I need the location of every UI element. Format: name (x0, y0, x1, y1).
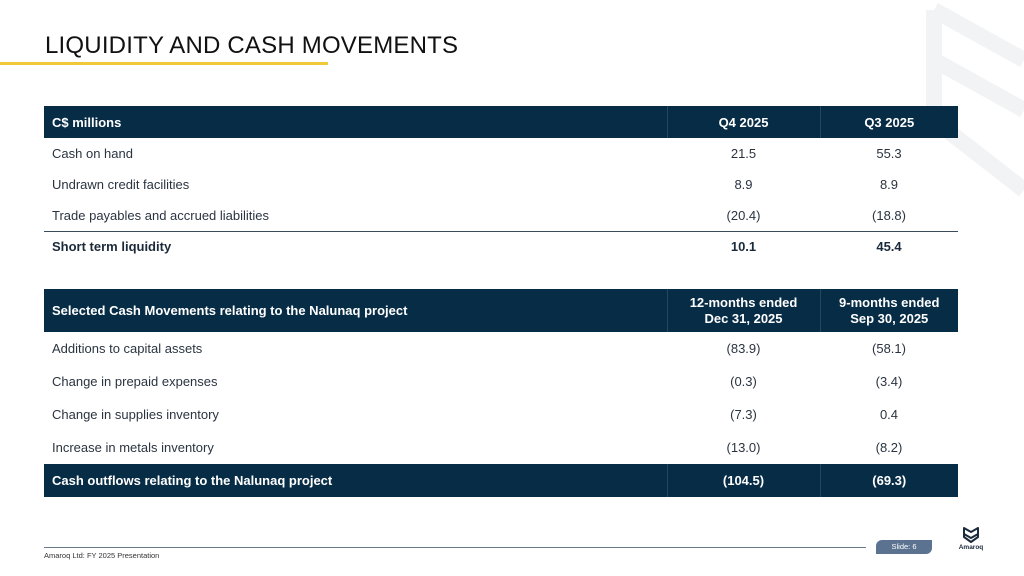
table-row: Cash on hand 21.5 55.3 (44, 138, 958, 169)
header-cash-movements: Selected Cash Movements relating to the … (44, 289, 667, 332)
row-value-q4: (20.4) (726, 207, 761, 223)
row-value-9m: (58.1) (872, 341, 906, 356)
header-12-months-line2: Dec 31, 2025 (704, 310, 783, 326)
table-header-row: C$ millions Q4 2025 Q3 2025 (44, 106, 958, 138)
row-value-9m: (8.2) (875, 440, 903, 455)
table-header-row: Selected Cash Movements relating to the … (44, 289, 958, 332)
company-logo: Amaroq (957, 527, 985, 551)
total-value-12m: (104.5) (666, 464, 820, 497)
table-row: Change in supplies inventory (7.3) 0.4 (44, 398, 958, 431)
table-row: Trade payables and accrued liabilities (… (44, 200, 958, 231)
footer-text: Amaroq Ltd: FY 2025 Presentation (44, 551, 160, 560)
table-row: Undrawn credit facilities 8.9 8.9 (44, 169, 958, 200)
row-value-q3: 8.9 (879, 177, 899, 192)
footer-rule (44, 547, 866, 548)
header-q3-2025: Q3 2025 (819, 106, 958, 138)
page-title: LIQUIDITY AND CASH MOVEMENTS (45, 32, 459, 59)
cash-movements-table: Selected Cash Movements relating to the … (44, 289, 958, 497)
row-label: Increase in metals inventory (52, 440, 214, 455)
total-value-9m: (69.3) (819, 464, 958, 497)
liquidity-table: C$ millions Q4 2025 Q3 2025 Cash on hand… (44, 106, 958, 262)
table-row: Change in prepaid expenses (0.3) (3.4) (44, 365, 958, 398)
row-value-q3: 55.3 (876, 146, 902, 161)
row-label: Additions to capital assets (52, 341, 203, 356)
row-label: Trade payables and accrued liabilities (52, 207, 270, 223)
total-label: Cash outflows relating to the Nalunaq pr… (44, 464, 667, 497)
header-12-months-line1: 12-months ended (689, 294, 798, 310)
total-value-q4: 10.1 (667, 230, 820, 262)
title-accent-rule (0, 62, 328, 65)
header-9-months-line2: Sep 30, 2025 (850, 310, 929, 326)
row-label: Undrawn credit facilities (52, 177, 190, 192)
fox-logo-icon (963, 527, 979, 543)
row-value-12m: (0.3) (730, 374, 757, 389)
header-q4-2025: Q4 2025 (666, 106, 820, 138)
row-value-9m: 0.4 (879, 407, 899, 422)
total-value-q3: 45.4 (820, 230, 958, 262)
table-total-row: Short term liquidity 10.1 45.4 (44, 230, 958, 262)
header-units: C$ millions (44, 106, 667, 138)
row-value-q4: 8.9 (734, 177, 753, 192)
row-value-12m: (7.3) (730, 407, 757, 422)
row-value-q4: 21.5 (730, 146, 757, 161)
row-label: Change in supplies inventory (52, 407, 219, 422)
row-value-9m: (3.4) (875, 374, 903, 389)
table-row: Additions to capital assets (83.9) (58.1… (44, 332, 958, 365)
slide-number-badge: Slide: 6 (876, 540, 932, 554)
table-total-row: Cash outflows relating to the Nalunaq pr… (44, 464, 958, 497)
total-label: Short term liquidity (44, 230, 667, 262)
header-9-months: 9-months ended Sep 30, 2025 (819, 289, 958, 332)
row-label: Change in prepaid expenses (52, 374, 218, 389)
row-value-12m: (13.0) (726, 440, 761, 455)
header-9-months-line1: 9-months ended (839, 294, 940, 310)
table-row: Increase in metals inventory (13.0) (8.2… (44, 431, 958, 464)
logo-text: Amaroq (958, 544, 984, 551)
row-value-q3: (18.8) (872, 207, 906, 223)
row-value-12m: (83.9) (726, 341, 761, 356)
header-12-months: 12-months ended Dec 31, 2025 (666, 289, 820, 332)
row-label: Cash on hand (52, 146, 133, 161)
